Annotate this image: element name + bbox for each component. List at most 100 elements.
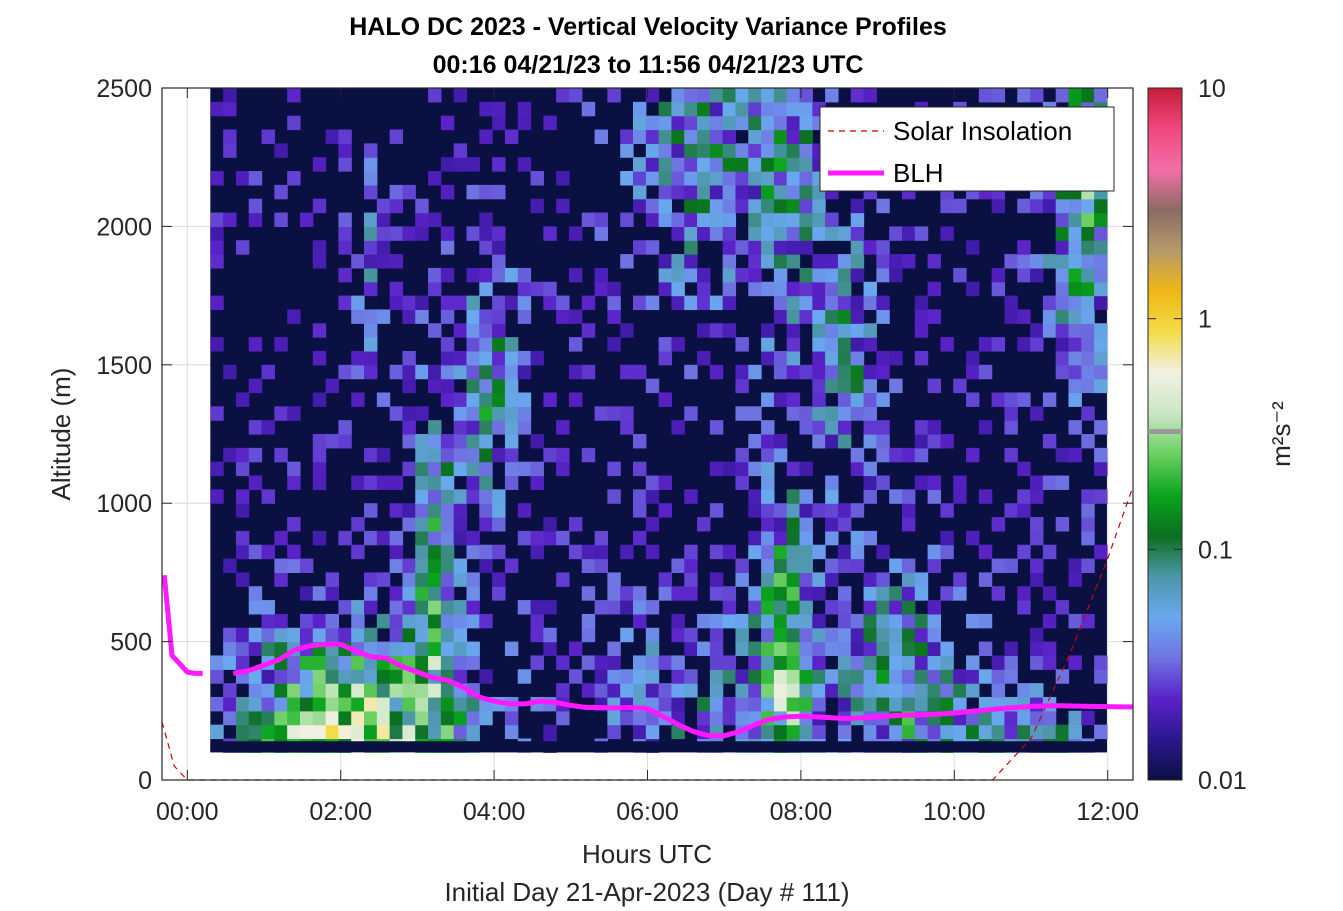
heatmap-cell <box>1094 669 1108 684</box>
heatmap-cell <box>709 184 724 200</box>
heatmap-cell <box>428 600 442 615</box>
heatmap-cell <box>812 350 826 366</box>
heatmap-cell <box>940 641 954 657</box>
heatmap-cell <box>825 530 839 546</box>
heatmap-cell <box>978 724 993 740</box>
heatmap-cell <box>1030 267 1044 283</box>
heatmap-cell <box>376 254 391 269</box>
heatmap-cell <box>1068 281 1082 297</box>
heatmap-cell <box>671 184 685 200</box>
heatmap-cell <box>440 475 455 490</box>
heatmap-cell <box>735 171 749 186</box>
heatmap-cell <box>428 88 442 103</box>
heatmap-cell <box>633 171 647 186</box>
heatmap-cell <box>210 171 224 186</box>
heatmap-cell <box>812 406 826 421</box>
heatmap-cell <box>479 378 493 394</box>
heatmap-cell <box>1017 309 1031 324</box>
heatmap-cell <box>735 157 749 172</box>
heatmap-cell <box>761 696 775 712</box>
heatmap-cell <box>773 544 788 560</box>
heatmap-cell <box>479 212 493 227</box>
heatmap-cell <box>543 517 557 532</box>
heatmap-cell <box>274 641 288 657</box>
heatmap-cell <box>735 613 749 629</box>
heatmap-cell <box>748 267 762 283</box>
heatmap-cell <box>684 572 698 587</box>
heatmap-cell <box>299 724 314 740</box>
heatmap-cell <box>722 115 737 131</box>
heatmap-cell <box>786 254 801 269</box>
heatmap-cell <box>364 475 378 490</box>
heatmap-cell <box>479 392 493 407</box>
heatmap-cell <box>428 572 442 587</box>
heatmap-cell <box>338 530 352 546</box>
heatmap-cell <box>709 115 724 131</box>
heatmap-cell <box>761 115 775 131</box>
heatmap-cell <box>235 641 250 657</box>
heatmap-cell <box>517 350 532 366</box>
heatmap-cell <box>210 337 224 352</box>
heatmap-cell <box>812 627 826 643</box>
heatmap-cell <box>1094 295 1108 311</box>
heatmap-cell <box>364 184 378 200</box>
heatmap-cell <box>786 143 801 158</box>
legend-label-solar-insolation: Solar Insolation <box>893 116 1072 146</box>
heatmap-cell <box>901 489 916 504</box>
heatmap-cell <box>351 655 365 670</box>
heatmap-cell <box>633 115 647 131</box>
heatmap-cell <box>517 309 532 324</box>
heatmap-cell <box>453 489 468 504</box>
heatmap-cell <box>351 309 365 324</box>
heatmap-cell <box>376 683 391 698</box>
heatmap-cell <box>594 669 608 684</box>
heatmap-cell <box>210 226 224 241</box>
heatmap-cell <box>1055 281 1070 297</box>
heatmap-cell <box>312 447 327 463</box>
heatmap-cell <box>966 530 980 546</box>
heatmap-cell <box>556 710 570 726</box>
heatmap-cell <box>1068 323 1082 338</box>
heatmap-cell <box>325 572 340 587</box>
heatmap-cell <box>1017 724 1031 740</box>
x-axis-secondary-label: Initial Day 21-Apr-2023 (Day # 111) <box>444 877 849 907</box>
heatmap-cell <box>1094 364 1108 380</box>
heatmap-cell <box>850 558 865 573</box>
heatmap-cell <box>504 406 519 421</box>
heatmap-cell <box>684 240 698 255</box>
heatmap-cell <box>607 641 621 657</box>
heatmap-cell <box>287 88 301 103</box>
heatmap-cell <box>684 669 698 684</box>
heatmap-cell <box>709 420 724 435</box>
heatmap-cell <box>1017 683 1031 698</box>
heatmap-cell <box>1081 378 1095 394</box>
heatmap-cell <box>978 88 993 103</box>
heatmap-cell <box>607 710 621 726</box>
heatmap-cell <box>722 696 737 712</box>
heatmap-cell <box>364 503 378 518</box>
heatmap-cell <box>901 696 916 712</box>
heatmap-cell <box>697 157 711 172</box>
heatmap-cell <box>376 475 391 490</box>
heatmap-cell <box>568 88 583 103</box>
heatmap-cell <box>825 364 839 380</box>
heatmap-cell <box>914 323 929 338</box>
heatmap-cell <box>645 641 660 657</box>
heatmap-cell <box>761 572 775 587</box>
heatmap-cell <box>415 724 429 740</box>
heatmap-cell <box>697 115 711 131</box>
x-tick-label-3: 06:00 <box>616 798 679 826</box>
heatmap-cell <box>389 724 404 740</box>
heatmap-cell <box>825 267 839 283</box>
heatmap-cell <box>901 641 916 657</box>
heatmap-cell <box>761 669 775 684</box>
heatmap-cell <box>556 683 570 698</box>
heatmap-cell <box>1094 447 1108 463</box>
heatmap-cell <box>312 323 327 338</box>
heatmap-cell <box>697 101 711 117</box>
heatmap-cell <box>722 240 737 255</box>
heatmap-cell <box>466 710 480 726</box>
heatmap-cell <box>1081 350 1095 366</box>
heatmap-cell <box>786 683 801 698</box>
heatmap-cell <box>825 281 839 297</box>
